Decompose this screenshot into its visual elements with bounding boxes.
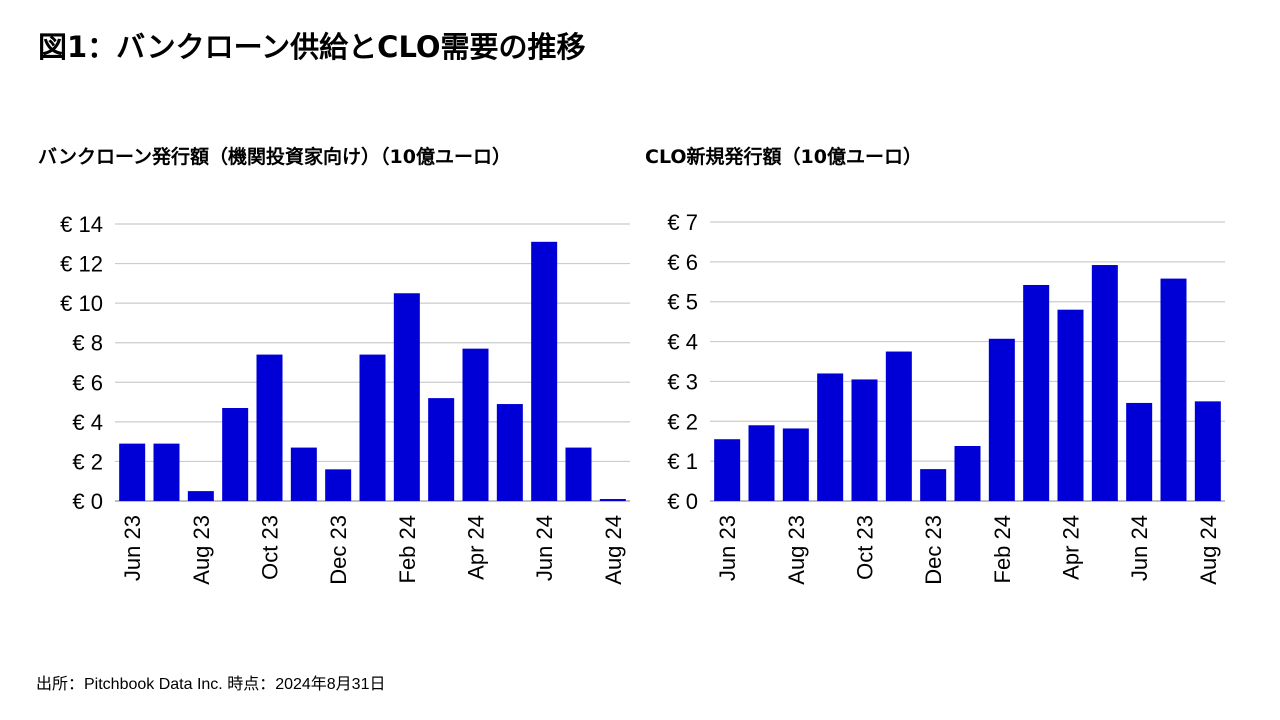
bar <box>359 354 386 501</box>
y-tick-label: € 10 <box>60 291 103 316</box>
x-tick-label: Jun 24 <box>1127 515 1152 581</box>
y-tick-label: € 2 <box>72 449 103 474</box>
bar <box>885 351 912 501</box>
bar <box>256 354 283 501</box>
y-tick-label: € 0 <box>72 489 103 514</box>
x-tick-label: Feb 24 <box>395 515 420 584</box>
bar <box>988 338 1015 501</box>
bar <box>748 425 775 501</box>
y-tick-label: € 5 <box>667 290 698 315</box>
x-tick-label: Aug 24 <box>601 515 626 585</box>
x-tick-label: Jun 23 <box>120 515 145 581</box>
y-tick-label: € 7 <box>667 210 698 235</box>
bar <box>1126 402 1153 501</box>
right-chart-title: CLO新規発行額（10億ユーロ） <box>645 146 922 168</box>
x-tick-label: Jun 23 <box>715 515 740 581</box>
left-chart-title: バンクローン発行額（機関投資家向け）（10億ユーロ） <box>38 146 511 168</box>
bar <box>1057 309 1084 501</box>
bar <box>851 379 878 501</box>
bar <box>599 499 626 501</box>
x-tick-label: Apr 24 <box>464 515 489 580</box>
bar <box>714 439 741 501</box>
bar <box>153 443 180 501</box>
bar <box>222 408 249 501</box>
bar <box>1023 284 1050 501</box>
bar <box>119 443 146 501</box>
y-tick-label: € 12 <box>60 252 103 277</box>
bar <box>920 469 947 501</box>
y-tick-label: € 1 <box>667 449 698 474</box>
bar <box>496 404 523 501</box>
x-tick-label: Aug 23 <box>784 515 809 585</box>
bar <box>290 447 317 501</box>
x-tick-label: Oct 23 <box>853 515 878 580</box>
bar <box>531 241 558 502</box>
clo-issuance-chart: € 0 € 1 € 2 € 3 € 4 € 5 € 6 € 7 Jun 23 Aug 23 Oct … <box>667 210 1225 585</box>
y-tick-label: € 2 <box>667 409 698 434</box>
bar <box>954 445 981 501</box>
x-tick-label: Dec 23 <box>326 515 351 585</box>
y-tick-label: € 14 <box>60 212 103 237</box>
bar <box>187 491 214 501</box>
bar <box>565 447 592 501</box>
x-tick-label: Apr 24 <box>1059 515 1084 580</box>
bar <box>325 469 352 501</box>
bar <box>462 348 489 501</box>
bar <box>428 398 455 501</box>
y-tick-label: € 3 <box>667 369 698 394</box>
bar <box>393 293 420 501</box>
x-tick-label: Aug 23 <box>189 515 214 585</box>
page-title: 図1：バンクローン供給とCLO需要の推移 <box>38 30 586 64</box>
source-note: 出所：Pitchbook Data Inc. 時点：2024年8月31日 <box>36 676 386 693</box>
bar <box>817 373 844 501</box>
bar <box>1194 401 1221 501</box>
y-tick-label: € 4 <box>667 330 698 355</box>
y-tick-label: € 6 <box>72 370 103 395</box>
y-tick-label: € 4 <box>72 410 103 435</box>
bank-loan-issuance-chart: € 0 € 2 € 4 € 6 € 8 € 10 € 12 € 14 Jun 23 Aug 23 O… <box>60 212 630 585</box>
y-tick-label: € 0 <box>667 489 698 514</box>
bar <box>1091 265 1118 501</box>
x-tick-label: Feb 24 <box>990 515 1015 584</box>
y-tick-label: € 6 <box>667 250 698 275</box>
x-tick-label: Oct 23 <box>258 515 283 580</box>
bar <box>1160 278 1187 501</box>
bar <box>782 428 809 501</box>
x-tick-label: Jun 24 <box>532 515 557 581</box>
y-tick-label: € 8 <box>72 331 103 356</box>
x-tick-label: Aug 24 <box>1196 515 1221 585</box>
x-tick-label: Dec 23 <box>921 515 946 585</box>
